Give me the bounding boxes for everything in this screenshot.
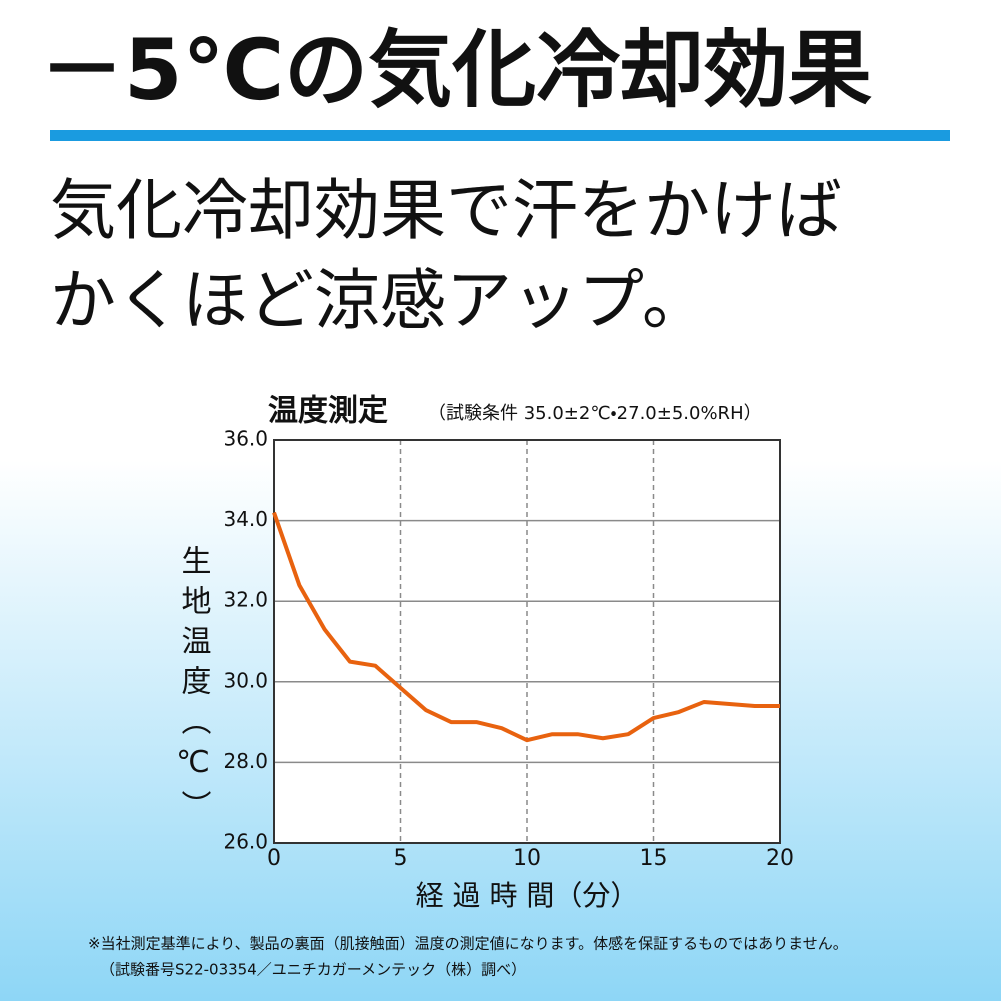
plot: 26.0 28.0 30.0 32.0 34.0 36.0 0 5 10 15 20: [223, 427, 794, 872]
y-tick-label: 32.0: [223, 588, 268, 612]
y-tick-label: 36.0: [223, 427, 268, 451]
x-tick-label: 0: [267, 846, 281, 871]
chart-subtitle: （試験条件 35.0±2℃・27.0±5.0%RH）: [428, 403, 762, 424]
title-rule: [50, 130, 950, 141]
y-axis-label: 生地温度（℃）: [176, 545, 212, 830]
y-tick-label: 26.0: [223, 830, 268, 854]
y-tick-label: 30.0: [223, 668, 268, 692]
data-line: [272, 511, 780, 743]
headline-line: かくほど涼感アップ。: [50, 262, 708, 339]
footnote: ※当社測定基準により、製品の裏面（肌接触面）温度の測定値になります。体感を保証す…: [88, 935, 848, 953]
x-tick-label: 20: [766, 846, 794, 871]
y-tick-label: 28.0: [223, 749, 268, 773]
page-title: －5℃の気化冷却効果: [40, 21, 872, 119]
headline-line: 気化冷却効果で汗をかけば: [50, 172, 842, 249]
x-tick-label: 15: [640, 846, 668, 871]
plot-border: [273, 439, 781, 844]
x-tick-label: 5: [394, 846, 408, 871]
footnote: （試験番号S22-03354／ユニチカガーメンテック（株）調べ）: [100, 961, 526, 979]
y-tick-label: 34.0: [223, 507, 268, 531]
x-axis-label: 経 過 時 間（分）: [416, 879, 639, 912]
chart-title: 温度測定: [268, 394, 388, 429]
x-tick-label: 10: [513, 846, 541, 871]
